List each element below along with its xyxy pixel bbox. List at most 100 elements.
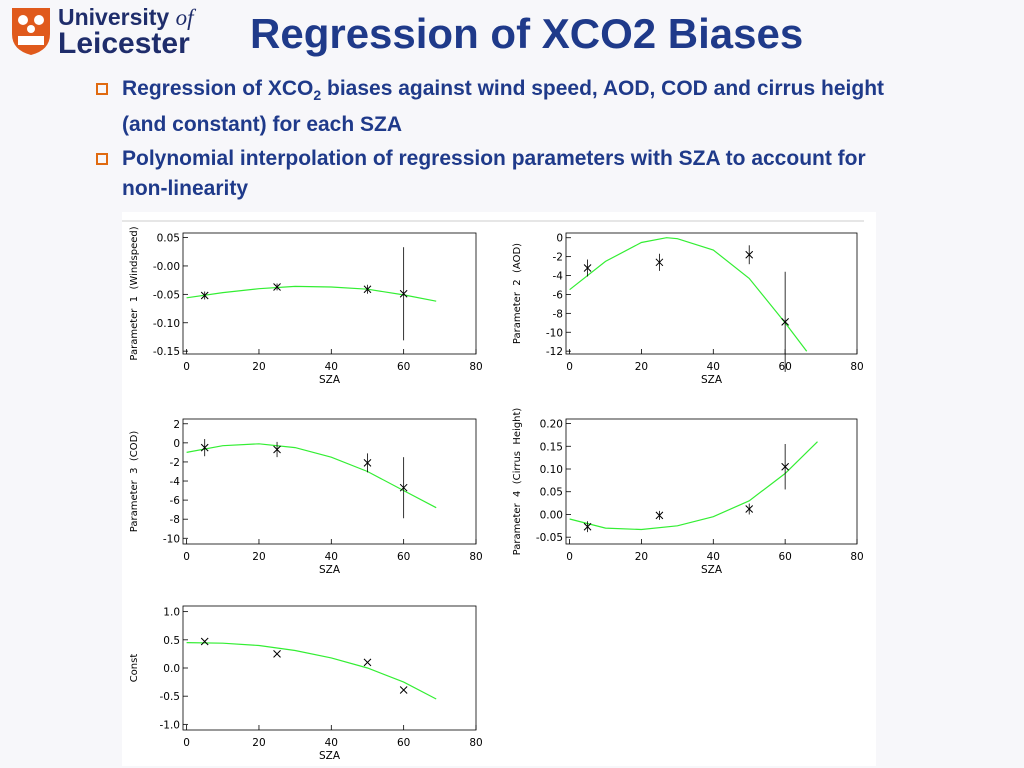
data-point <box>399 289 408 298</box>
x-tick-label: 60 <box>397 361 410 373</box>
fit-curve <box>569 237 808 352</box>
y-tick-label: 0.10 <box>540 464 563 476</box>
x-axis-label: SZA <box>701 564 723 576</box>
y-axis-label: Const <box>129 654 140 683</box>
x-axis-label: SZA <box>701 374 723 386</box>
y-tick-label: -2 <box>553 252 563 264</box>
y-tick-label: 0.15 <box>540 441 563 453</box>
x-tick-label: 0 <box>183 551 190 563</box>
bullet-text: biases against wind speed, AOD, COD and … <box>122 77 885 137</box>
y-tick-label: 0.05 <box>540 487 563 499</box>
data-point <box>363 459 372 467</box>
y-axis-label: Parameter 3 (COD) <box>129 431 140 533</box>
y-tick-label: -4 <box>553 271 564 283</box>
slide-title: Regression of XCO2 Biases <box>250 10 804 57</box>
x-tick-label: 80 <box>850 551 863 563</box>
x-tick-label: 60 <box>397 551 410 563</box>
data-point <box>273 650 281 658</box>
x-tick-label: 0 <box>566 361 573 373</box>
y-tick-label: 1.0 <box>163 607 180 619</box>
bullet-text: Regression of XCO <box>122 77 314 100</box>
plot-frame <box>182 418 477 545</box>
x-tick-label: 40 <box>707 361 720 373</box>
x-tick-label: 80 <box>469 361 482 373</box>
y-tick-label: 0.0 <box>163 663 180 675</box>
data-point <box>200 291 209 300</box>
x-tick-label: 20 <box>252 361 265 373</box>
y-tick-label: -8 <box>553 308 563 320</box>
y-tick-label: -0.05 <box>153 289 180 301</box>
y-tick-label: -6 <box>170 495 181 507</box>
logo-word: Leicester <box>58 27 190 60</box>
x-tick-label: 40 <box>325 361 338 373</box>
x-tick-label: 80 <box>469 551 482 563</box>
y-tick-label: 0 <box>556 233 563 245</box>
y-tick-label: -2 <box>170 457 180 469</box>
y-axis-label: Parameter 2 (AOD) <box>512 243 523 344</box>
y-axis-label: Parameter 1 (Windspeed) <box>129 226 140 360</box>
data-point <box>363 285 372 294</box>
y-tick-label: 0.00 <box>540 509 563 521</box>
x-tick-label: 20 <box>252 551 265 563</box>
y-tick-label: 0.20 <box>540 419 563 431</box>
y-tick-label: -0.00 <box>153 261 180 273</box>
data-point <box>583 522 592 531</box>
y-tick-label: -12 <box>546 346 563 358</box>
y-tick-label: -10 <box>163 533 180 545</box>
x-tick-label: 80 <box>850 361 863 373</box>
data-point <box>745 250 754 259</box>
chart-panel <box>122 212 876 766</box>
data-point <box>781 318 790 326</box>
x-tick-label: 20 <box>635 361 648 373</box>
y-tick-label: -0.10 <box>153 318 180 330</box>
data-point <box>399 686 408 694</box>
data-point <box>583 264 592 272</box>
data-point <box>200 443 209 452</box>
x-tick-label: 80 <box>469 737 482 749</box>
bullet-text: Polynomial interpolation of regression p… <box>122 147 866 200</box>
x-tick-label: 0 <box>183 361 190 373</box>
data-point <box>200 637 209 646</box>
x-tick-label: 20 <box>252 737 265 749</box>
data-point <box>745 505 754 513</box>
y-tick-label: -10 <box>546 327 563 339</box>
data-point <box>273 445 281 454</box>
fit-curve <box>186 642 437 700</box>
x-tick-label: 0 <box>183 737 190 749</box>
data-point <box>363 658 372 667</box>
data-point <box>781 462 790 471</box>
bullet-sub: 2 <box>313 87 322 104</box>
y-tick-label: -1.0 <box>160 719 181 731</box>
y-tick-label: 0.5 <box>163 635 180 647</box>
y-tick-label: 0.05 <box>157 233 180 245</box>
y-tick-label: -0.5 <box>160 691 181 703</box>
plot-frame <box>565 418 858 545</box>
y-tick-label: 0 <box>173 438 180 450</box>
logo-word: of <box>175 5 194 30</box>
y-tick-label: 2 <box>173 419 180 431</box>
y-tick-label: -8 <box>170 514 180 526</box>
x-tick-label: 60 <box>778 551 791 563</box>
x-tick-label: 40 <box>325 551 338 563</box>
data-point <box>273 283 281 291</box>
logo-shield <box>12 8 50 55</box>
x-axis-label: SZA <box>319 564 341 576</box>
data-point <box>655 258 664 267</box>
y-tick-label: -4 <box>170 476 181 488</box>
fit-curve <box>186 285 437 302</box>
y-tick-label: -0.15 <box>153 346 180 358</box>
x-axis-label: SZA <box>319 374 341 386</box>
data-point <box>655 511 664 520</box>
fit-curve <box>186 443 437 509</box>
data-point <box>399 483 408 492</box>
fit-curve <box>569 441 818 531</box>
x-tick-label: 40 <box>325 737 338 749</box>
x-tick-label: 60 <box>397 737 410 749</box>
x-axis-label: SZA <box>319 750 341 762</box>
plot-frame <box>565 232 858 355</box>
y-tick-label: -0.05 <box>536 532 563 544</box>
logo-text: University of Leicester <box>58 4 194 61</box>
x-tick-label: 40 <box>707 551 720 563</box>
